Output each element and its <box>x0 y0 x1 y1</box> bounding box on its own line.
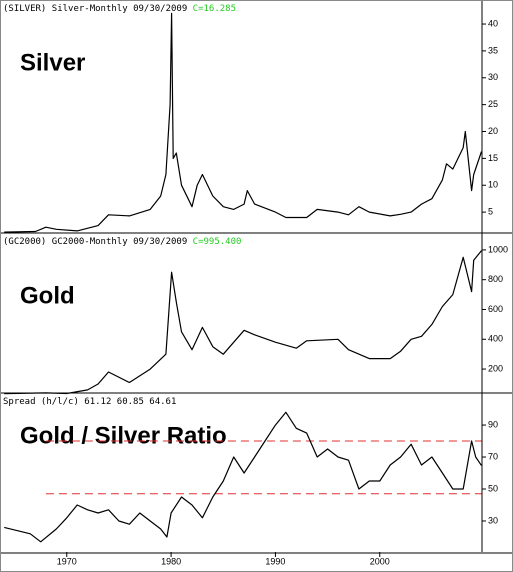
price-line <box>4 12 483 233</box>
y-tick-label: 800 <box>488 274 503 284</box>
x-tick-label: 2000 <box>370 556 390 566</box>
y-tick-label: 10 <box>488 180 498 190</box>
panel-header: Spread (h/l/c) 61.12 60.85 64.61 <box>3 397 176 407</box>
y-tick-label: 30 <box>488 515 498 525</box>
x-tick-label: 1990 <box>265 556 285 566</box>
y-tick-label: 50 <box>488 483 498 493</box>
header-date: 09/30/2009 <box>133 237 187 247</box>
y-tick-label: 90 <box>488 419 498 429</box>
price-line <box>4 411 482 543</box>
y-tick-label: 600 <box>488 304 503 314</box>
panel-label: Silver <box>20 49 85 76</box>
x-tick-label: 1980 <box>161 556 181 566</box>
y-tick-label: 40 <box>488 18 498 28</box>
x-tick-label: 1970 <box>57 556 77 566</box>
y-tick-label: 15 <box>488 153 498 163</box>
y-tick-label: 200 <box>488 363 503 373</box>
y-tick-label: 400 <box>488 334 503 344</box>
y-tick-label: 70 <box>488 451 498 461</box>
y-tick-label: 5 <box>488 206 493 216</box>
header-symbol: (SILVER) <box>3 4 46 14</box>
y-tick-label: 25 <box>488 99 498 109</box>
header-name: Silver-Monthly <box>52 4 128 14</box>
header-symbol: Spread (h/l/c) <box>3 397 79 407</box>
header-close: C=16.285 <box>193 4 236 14</box>
header-close: C=995.400 <box>193 237 242 247</box>
panel-header: (SILVER) Silver-Monthly 09/30/2009 C=16.… <box>3 4 236 14</box>
y-tick-label: 20 <box>488 126 498 136</box>
price-line <box>4 250 482 395</box>
header-name: 61.12 60.85 64.61 <box>84 397 176 407</box>
header-date: 09/30/2009 <box>133 4 187 14</box>
panel-label: Gold <box>20 282 75 309</box>
y-tick-label: 30 <box>488 72 498 82</box>
y-tick-label: 35 <box>488 45 498 55</box>
panel-header: (GC2000) GC2000-Monthly 09/30/2009 C=995… <box>3 237 241 247</box>
panel-label: Gold / Silver Ratio <box>20 422 227 449</box>
header-name: GC2000-Monthly <box>52 237 128 247</box>
y-tick-label: 1000 <box>488 244 508 254</box>
header-symbol: (GC2000) <box>3 237 46 247</box>
